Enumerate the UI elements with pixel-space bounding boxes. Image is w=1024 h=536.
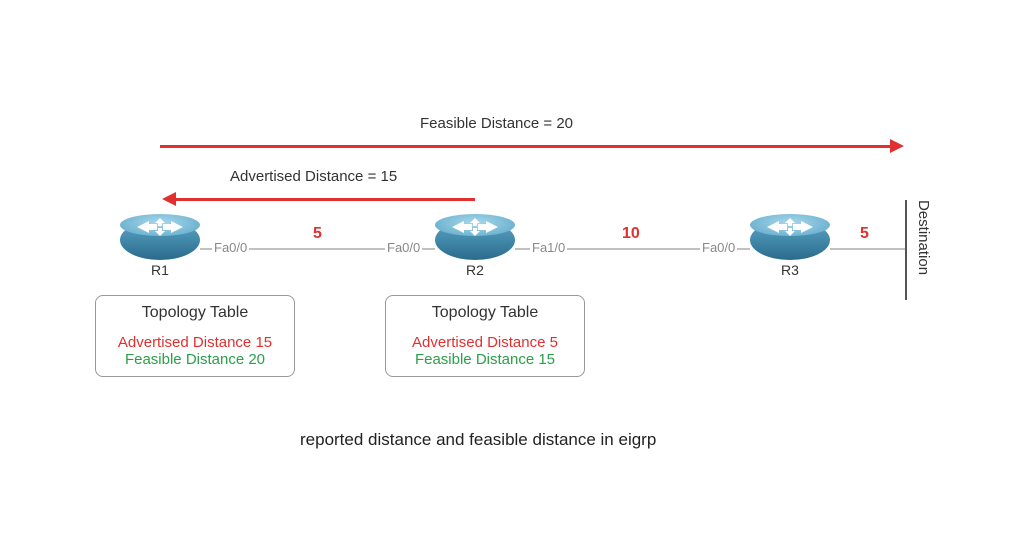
r3-if-left: Fa0/0 (700, 240, 737, 255)
router-r3: R3 (750, 220, 830, 276)
feasible-arrow-head (890, 139, 904, 153)
router-r3-label: R3 (750, 262, 830, 278)
destination-label: Destination (915, 200, 932, 275)
r1-if-right: Fa0/0 (212, 240, 249, 255)
diagram-canvas: Feasible Distance = 20 Advertised Distan… (0, 0, 1024, 536)
router-r1: R1 (120, 220, 200, 276)
r2-if-right: Fa1/0 (530, 240, 567, 255)
topo-r2-fd: Feasible Distance 15 (400, 351, 570, 368)
topology-table-r2: Topology Table Advertised Distance 5 Fea… (385, 295, 585, 377)
router-r2: R2 (435, 220, 515, 276)
destination-bar (905, 200, 907, 300)
feasible-distance-label: Feasible Distance = 20 (420, 115, 573, 132)
feasible-arrow-line (160, 145, 890, 148)
topo-r2-title: Topology Table (400, 304, 570, 322)
advertised-distance-label: Advertised Distance = 15 (230, 168, 397, 185)
advertised-arrow-line (175, 198, 475, 201)
cost-r3-dest: 5 (860, 225, 869, 243)
diagram-caption: reported distance and feasible distance … (300, 430, 656, 450)
router-r1-label: R1 (120, 262, 200, 278)
topo-r1-ad: Advertised Distance 15 (110, 334, 280, 351)
topo-r2-ad: Advertised Distance 5 (400, 334, 570, 351)
link-r3-dest (830, 248, 905, 250)
advertised-arrow-head (162, 192, 176, 206)
topo-r1-title: Topology Table (110, 304, 280, 322)
topology-table-r1: Topology Table Advertised Distance 15 Fe… (95, 295, 295, 377)
router-r2-label: R2 (435, 262, 515, 278)
cost-r2-r3: 10 (622, 225, 640, 243)
r2-if-left: Fa0/0 (385, 240, 422, 255)
cost-r1-r2: 5 (313, 225, 322, 243)
topo-r1-fd: Feasible Distance 20 (110, 351, 280, 368)
